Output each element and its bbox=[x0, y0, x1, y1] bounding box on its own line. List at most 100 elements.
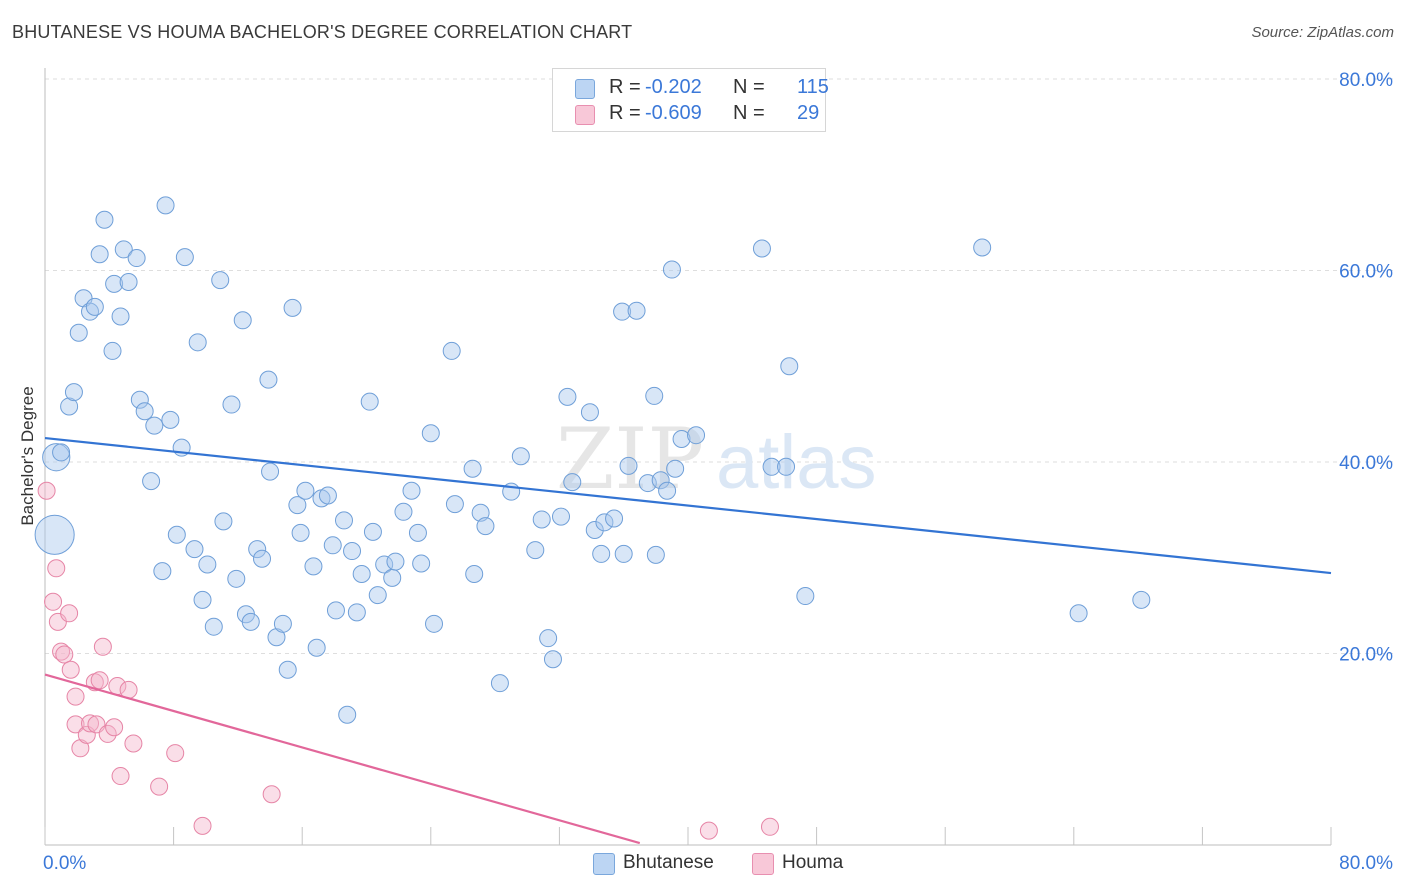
point-bhutanese bbox=[278, 660, 297, 679]
point-bhutanese bbox=[188, 333, 207, 352]
point-bhutanese bbox=[543, 650, 562, 669]
point-houma bbox=[55, 645, 74, 664]
point-bhutanese bbox=[167, 525, 186, 544]
trend-lines bbox=[44, 436, 1332, 845]
point-bhutanese bbox=[532, 510, 551, 529]
point-houma bbox=[44, 592, 63, 611]
point-bhutanese bbox=[283, 298, 302, 317]
point-bhutanese bbox=[445, 495, 464, 514]
point-bhutanese bbox=[421, 424, 440, 443]
point-bhutanese bbox=[394, 502, 413, 521]
point-bhutanese bbox=[103, 341, 122, 360]
point-bhutanese bbox=[307, 638, 326, 657]
watermark-zip: ZIP bbox=[556, 410, 704, 508]
axes bbox=[44, 68, 1332, 846]
point-bhutanese bbox=[619, 456, 638, 475]
series-swatch-bhutanese bbox=[593, 853, 615, 875]
point-bhutanese bbox=[296, 481, 315, 500]
point-bhutanese bbox=[90, 245, 109, 264]
point-bhutanese bbox=[511, 447, 530, 466]
point-bhutanese bbox=[145, 416, 164, 435]
chart-title: BHUTANESE VS HOUMA BACHELOR'S DEGREE COR… bbox=[12, 22, 633, 42]
point-bhutanese bbox=[273, 614, 292, 633]
y-tick-label: 20.0% bbox=[1339, 645, 1393, 666]
point-bhutanese bbox=[204, 617, 223, 636]
point-bhutanese bbox=[383, 568, 402, 587]
point-bhutanese bbox=[69, 323, 88, 342]
point-bhutanese bbox=[363, 522, 382, 541]
point-bhutanese bbox=[386, 552, 405, 571]
stats-legend: R = -0.202 N = 115 R = -0.609 N = 29 bbox=[552, 68, 829, 132]
point-bhutanese bbox=[81, 302, 100, 321]
point-bhutanese bbox=[490, 674, 509, 693]
series-name-bhutanese: Bhutanese bbox=[623, 852, 714, 873]
point-houma bbox=[193, 816, 212, 835]
point-bhutanese bbox=[408, 523, 427, 542]
point-houma bbox=[262, 785, 281, 804]
point-bhutanese bbox=[142, 472, 161, 491]
point-bhutanese bbox=[304, 557, 323, 576]
point-bhutanese bbox=[539, 629, 558, 648]
y-tick-label: 40.0% bbox=[1339, 453, 1393, 474]
point-bhutanese bbox=[558, 387, 577, 406]
series-swatch-houma bbox=[752, 853, 774, 875]
y-tick-label: 80.0% bbox=[1339, 70, 1393, 91]
legend-r-value-bhutanese: -0.202 bbox=[645, 76, 702, 98]
legend-r-value-houma: -0.609 bbox=[645, 102, 702, 124]
point-houma bbox=[98, 724, 117, 743]
point-bhutanese bbox=[465, 565, 484, 584]
point-bhutanese bbox=[119, 272, 138, 291]
point-bhutanese bbox=[222, 395, 241, 414]
point-houma bbox=[81, 714, 100, 733]
legend-row-houma: R = -0.609 N = 29 bbox=[575, 102, 819, 126]
point-bhutanese bbox=[613, 302, 632, 321]
point-houma bbox=[93, 637, 112, 656]
point-bhutanese bbox=[161, 410, 180, 429]
point-bhutanese bbox=[672, 430, 691, 449]
point-bhutanese bbox=[42, 443, 71, 472]
point-bhutanese bbox=[585, 520, 604, 539]
point-bhutanese bbox=[352, 565, 371, 584]
point-bhutanese bbox=[259, 370, 278, 389]
point-bhutanese bbox=[762, 457, 781, 476]
point-bhutanese bbox=[338, 705, 357, 724]
point-houma bbox=[37, 481, 56, 500]
point-houma bbox=[52, 642, 71, 661]
point-bhutanese bbox=[614, 544, 633, 563]
point-bhutanese bbox=[291, 523, 310, 542]
point-bhutanese bbox=[135, 402, 154, 421]
point-bhutanese bbox=[288, 496, 307, 515]
point-bhutanese bbox=[368, 586, 387, 605]
y-tick-label: 60.0% bbox=[1339, 262, 1393, 283]
point-bhutanese bbox=[52, 443, 71, 462]
legend-r-label: R = bbox=[609, 76, 641, 98]
point-houma bbox=[47, 559, 66, 578]
point-bhutanese bbox=[34, 514, 75, 555]
point-bhutanese bbox=[752, 239, 771, 258]
point-bhutanese bbox=[326, 601, 345, 620]
point-bhutanese bbox=[318, 486, 337, 505]
point-bhutanese bbox=[360, 392, 379, 411]
point-bhutanese bbox=[248, 540, 267, 559]
point-houma bbox=[66, 687, 85, 706]
point-bhutanese bbox=[651, 471, 670, 490]
point-bhutanese bbox=[662, 260, 681, 279]
point-bhutanese bbox=[777, 457, 796, 476]
point-houma bbox=[60, 604, 79, 623]
point-bhutanese bbox=[211, 271, 230, 290]
chart-source: Source: ZipAtlas.com bbox=[1251, 24, 1394, 41]
x-tick-label: 80.0% bbox=[1339, 853, 1393, 874]
trend-line-bhutanese bbox=[44, 436, 1332, 575]
point-bhutanese bbox=[605, 509, 624, 528]
point-bhutanese bbox=[241, 612, 260, 631]
point-houma bbox=[90, 671, 109, 690]
point-bhutanese bbox=[105, 274, 124, 293]
legend-n-value-houma: 29 bbox=[797, 102, 820, 124]
point-bhutanese bbox=[412, 554, 431, 573]
legend-swatch-houma bbox=[575, 105, 595, 125]
point-bhutanese bbox=[402, 481, 421, 500]
point-bhutanese bbox=[645, 386, 664, 405]
point-bhutanese bbox=[595, 513, 614, 532]
point-bhutanese bbox=[375, 555, 394, 574]
